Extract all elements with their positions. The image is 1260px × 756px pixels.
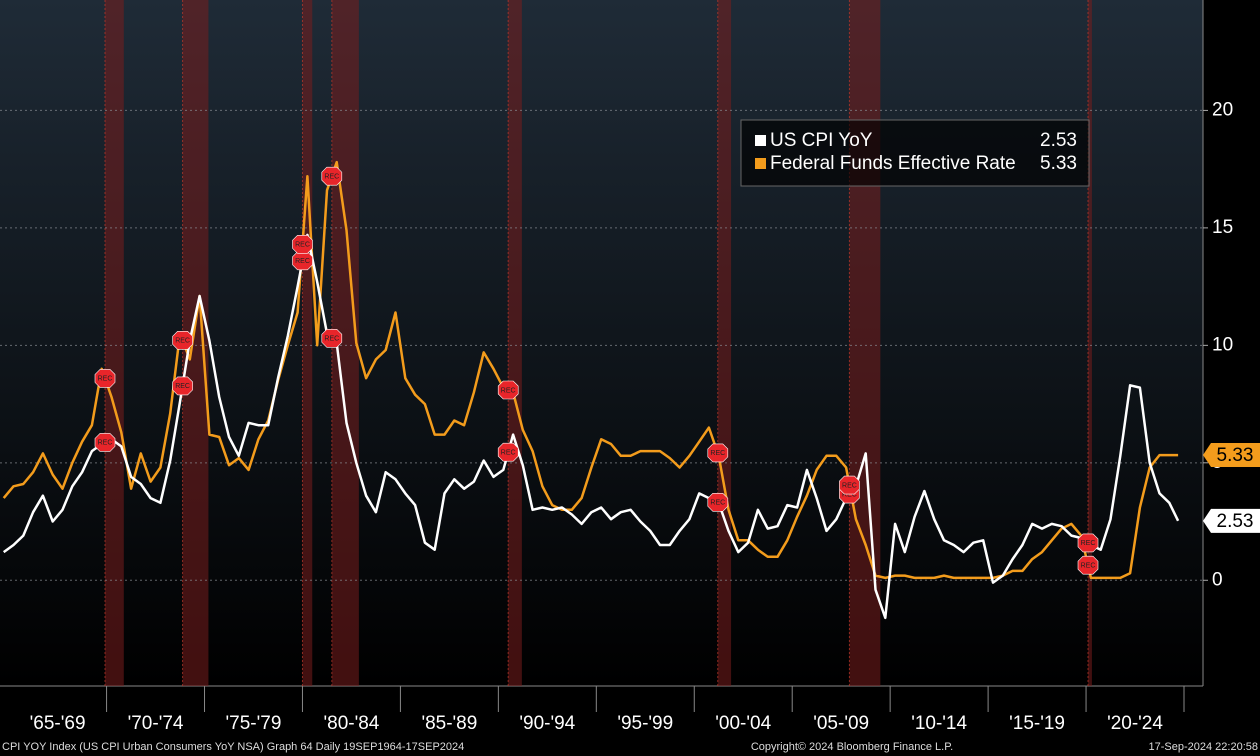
rec-marker-shape <box>292 235 313 254</box>
rec-marker: REC <box>839 475 860 495</box>
rec-marker-shape <box>321 166 343 186</box>
footer-left: CPI YOY Index (US CPI Urban Consumers Yo… <box>2 741 464 753</box>
recession-band <box>1088 0 1092 686</box>
rec-marker-shape <box>497 442 519 462</box>
rec-marker: REC <box>321 328 343 348</box>
rec-marker: REC <box>292 251 313 271</box>
legend-value: 5.33 <box>1040 153 1077 174</box>
legend-label: Federal Funds Effective Rate <box>770 153 1016 174</box>
rec-marker: REC <box>321 166 343 186</box>
rec-marker-label: REC <box>501 450 516 457</box>
rec-marker-label: REC <box>175 338 190 345</box>
rec-marker-label: REC <box>324 336 339 343</box>
x-tick-label: '70-'74 <box>128 713 184 734</box>
rec-marker-label: REC <box>1081 540 1096 547</box>
rec-marker-shape <box>1077 533 1099 553</box>
y-tick-label: 0 <box>1212 569 1223 590</box>
rec-marker-shape <box>1077 555 1099 575</box>
rec-marker-label: REC <box>842 482 857 489</box>
footer-right: 17-Sep-2024 22:20:58 <box>1149 741 1258 753</box>
rec-marker-label: REC <box>175 383 190 390</box>
legend: US CPI YoY 2.53 Federal Funds Effective Ra… <box>740 119 1090 187</box>
rec-marker: REC <box>1077 555 1099 575</box>
x-tick-label: '05-'09 <box>813 713 869 734</box>
series-line <box>2 233 1180 620</box>
rec-marker-shape <box>497 380 519 400</box>
value-tag-label: 2.53 <box>1217 511 1254 532</box>
rec-marker-label: REC <box>842 491 857 498</box>
x-tick-label: '00-'04 <box>715 713 771 734</box>
rec-marker-shape <box>707 443 729 463</box>
rec-marker-label: REC <box>710 450 725 457</box>
legend-swatch <box>755 158 766 169</box>
rec-marker-shape <box>94 369 116 388</box>
x-tick-label: '95-'99 <box>617 713 673 734</box>
value-tag-label: 5.33 <box>1217 445 1254 466</box>
rec-marker: REC <box>292 235 313 254</box>
y-tick-label: 20 <box>1212 99 1233 120</box>
rec-marker-label: REC <box>295 242 310 249</box>
rec-marker-shape <box>707 492 729 512</box>
rec-marker: REC <box>172 376 193 396</box>
rec-marker-shape <box>839 475 860 495</box>
x-tick-label: '85-'89 <box>421 713 477 734</box>
rec-marker: REC <box>497 380 519 400</box>
rec-marker-label: REC <box>98 376 113 383</box>
rec-marker-label: REC <box>98 440 113 447</box>
x-tick-label: '75-'79 <box>226 713 282 734</box>
y-tick-label: 15 <box>1212 217 1233 238</box>
legend-value: 2.53 <box>1040 130 1077 151</box>
recession-band <box>302 0 313 686</box>
rec-marker-shape <box>321 328 343 348</box>
x-tick-label: '90-'94 <box>519 713 575 734</box>
legend-box <box>740 119 1090 187</box>
rec-marker: REC <box>497 442 519 462</box>
recession-band <box>508 0 522 686</box>
rec-marker-shape <box>94 433 116 452</box>
x-tick-label: '15-'19 <box>1009 713 1065 734</box>
rec-marker-label: REC <box>710 500 725 507</box>
rec-marker: REC <box>172 330 193 350</box>
rec-marker-shape <box>172 376 193 396</box>
legend-swatch <box>755 135 766 146</box>
recession-band <box>717 0 732 686</box>
rec-marker: REC <box>94 433 116 452</box>
x-tick-label: '80-'84 <box>324 713 380 734</box>
footer-center: Copyright© 2024 Bloomberg Finance L.P. <box>751 741 953 753</box>
rec-marker: REC <box>1077 533 1099 553</box>
rec-marker-label: REC <box>501 387 516 394</box>
x-tick-label: '10-'14 <box>911 713 967 734</box>
axis-background <box>1203 0 1260 686</box>
value-tag <box>1203 508 1260 533</box>
value-tag <box>1203 443 1260 468</box>
rec-marker-label: REC <box>1081 563 1096 570</box>
rec-marker: REC <box>707 443 729 463</box>
rec-marker-label: REC <box>324 174 339 181</box>
recession-band <box>105 0 124 686</box>
y-tick-label: 10 <box>1212 334 1233 355</box>
rec-marker: REC <box>94 369 116 388</box>
rec-marker-shape <box>172 330 193 350</box>
legend-label: US CPI YoY <box>770 130 873 151</box>
x-tick-label: '20-'24 <box>1107 713 1163 734</box>
x-tick-label: '65-'69 <box>30 713 86 734</box>
rec-marker: REC <box>707 492 729 512</box>
rec-marker-label: REC <box>295 258 310 265</box>
